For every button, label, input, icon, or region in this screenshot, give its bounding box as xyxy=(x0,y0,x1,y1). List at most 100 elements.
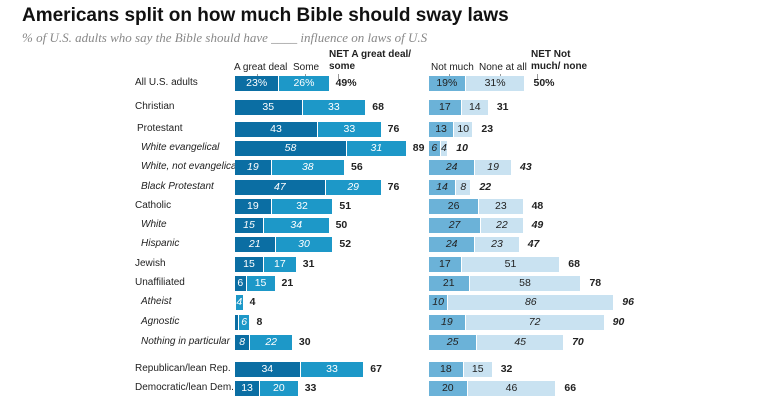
net-right-value: 43 xyxy=(519,161,532,173)
row-label: Hispanic xyxy=(141,238,180,249)
net-left-value: 76 xyxy=(387,123,400,135)
net-left-value: 50 xyxy=(335,219,348,231)
bar-none-at-all: 23 xyxy=(479,199,524,214)
net-right-value: 32 xyxy=(500,363,513,375)
net-right-value: 68 xyxy=(568,258,580,270)
bar-not-much: 17 xyxy=(429,100,462,115)
tick xyxy=(537,74,538,79)
bar-not-much: 26 xyxy=(429,199,480,214)
bar-great-deal: 6 xyxy=(235,276,247,291)
net-right-value: 90 xyxy=(612,316,625,328)
net-left-value: 30 xyxy=(298,336,311,348)
row-label: All U.S. adults xyxy=(135,77,198,88)
net-right-value: 50% xyxy=(533,77,555,89)
net-left-value: 68 xyxy=(372,101,384,113)
bar-some: 17 xyxy=(263,257,297,272)
bar-not-much: 13 xyxy=(429,122,455,137)
bar-some: 34 xyxy=(263,218,330,233)
bar-not-much: 18 xyxy=(429,362,464,377)
net-right-value: 78 xyxy=(589,277,602,289)
bar-some: 29 xyxy=(325,180,382,195)
bar-some: 6 xyxy=(238,315,251,330)
bar-none-at-all: 15 xyxy=(463,362,493,377)
net-left-value: 33 xyxy=(304,382,317,394)
bar-some: 33 xyxy=(302,100,367,115)
row-label: Christian xyxy=(135,101,175,112)
row-label: Unaffiliated xyxy=(135,277,185,288)
bar-not-much: 25 xyxy=(429,335,478,350)
net-left-value: 4 xyxy=(249,296,256,308)
net-left-value: 49% xyxy=(335,77,357,89)
row-label: Republican/lean Rep. xyxy=(135,363,231,374)
net-left-value: 76 xyxy=(387,181,400,193)
bar-not-much: 24 xyxy=(429,160,476,175)
bar-great-deal xyxy=(235,295,236,310)
net-left-value: 21 xyxy=(281,277,294,289)
net-left-value: 8 xyxy=(256,316,263,328)
bar-not-much: 19 xyxy=(429,315,466,330)
bar-none-at-all: 31% xyxy=(465,76,526,91)
row-label: White, not evangelical xyxy=(141,161,239,172)
bar-none-at-all: 23 xyxy=(475,237,520,252)
bar-great-deal: 15 xyxy=(235,257,264,272)
bar-none-at-all: 86 xyxy=(448,295,615,310)
bar-none-at-all: 14 xyxy=(461,100,489,115)
row-label: Jewish xyxy=(135,258,166,269)
bar-great-deal: 13 xyxy=(235,381,261,396)
bar-great-deal xyxy=(235,315,239,330)
row-label: Agnostic xyxy=(141,316,180,327)
bar-some: 32 xyxy=(271,199,334,214)
net-right-value: 70 xyxy=(572,336,584,348)
row-label: White xyxy=(141,219,167,230)
bar-great-deal: 58 xyxy=(235,141,347,156)
bar-great-deal: 23% xyxy=(235,76,280,91)
row-label: Atheist xyxy=(141,296,172,307)
bar-not-much: 27 xyxy=(429,218,482,233)
header-some: Some xyxy=(293,62,320,73)
net-right-value: 66 xyxy=(564,382,577,394)
bar-some: 4 xyxy=(235,295,244,310)
net-right-value: 48 xyxy=(531,200,544,212)
bar-none-at-all: 51 xyxy=(461,257,561,272)
bar-some: 26% xyxy=(279,76,330,91)
bar-some: 31 xyxy=(346,141,407,156)
net-left-value: 67 xyxy=(370,363,382,375)
bar-not-much: 20 xyxy=(429,381,468,396)
header-not-much: Not much xyxy=(431,62,474,73)
bar-some: 33 xyxy=(300,362,365,377)
bar-none-at-all: 45 xyxy=(477,335,565,350)
row-label: White evangelical xyxy=(141,142,220,153)
net-right-value: 10 xyxy=(456,142,468,154)
bar-not-much: 17 xyxy=(429,257,462,272)
row-label: Black Protestant xyxy=(141,181,214,192)
header-net-right: NET Not much/ none xyxy=(531,49,588,72)
bar-none-at-all: 4 xyxy=(440,141,449,156)
bar-not-much: 6 xyxy=(429,141,441,156)
bar-some: 15 xyxy=(246,276,276,291)
bar-not-much: 24 xyxy=(429,237,476,252)
net-right-value: 22 xyxy=(479,181,492,193)
net-left-value: 52 xyxy=(339,238,352,250)
net-right-value: 31 xyxy=(496,101,509,113)
bar-not-much: 21 xyxy=(429,276,470,291)
bar-not-much: 14 xyxy=(429,180,457,195)
bar-some: 30 xyxy=(275,237,334,252)
bar-great-deal: 8 xyxy=(235,335,251,350)
bar-some: 20 xyxy=(260,381,299,396)
bar-not-much: 10 xyxy=(429,295,449,310)
chart-subtitle: % of U.S. adults who say the Bible shoul… xyxy=(22,30,428,45)
bar-none-at-all: 58 xyxy=(469,276,582,291)
bar-not-much: 19% xyxy=(429,76,466,91)
row-label: Nothing in particular xyxy=(141,336,230,347)
net-left-value: 31 xyxy=(302,258,315,270)
bar-none-at-all: 46 xyxy=(467,381,557,396)
row-label: Democratic/lean Dem. xyxy=(135,382,234,393)
row-label: Catholic xyxy=(135,200,172,211)
bar-none-at-all: 10 xyxy=(454,122,474,137)
bar-some: 33 xyxy=(317,122,382,137)
header-great-deal: A great deal xyxy=(234,62,288,73)
tick xyxy=(338,74,339,79)
chart-title: Americans split on how much Bible should… xyxy=(22,5,509,26)
bar-great-deal: 15 xyxy=(235,218,264,233)
bar-some: 22 xyxy=(250,335,293,350)
